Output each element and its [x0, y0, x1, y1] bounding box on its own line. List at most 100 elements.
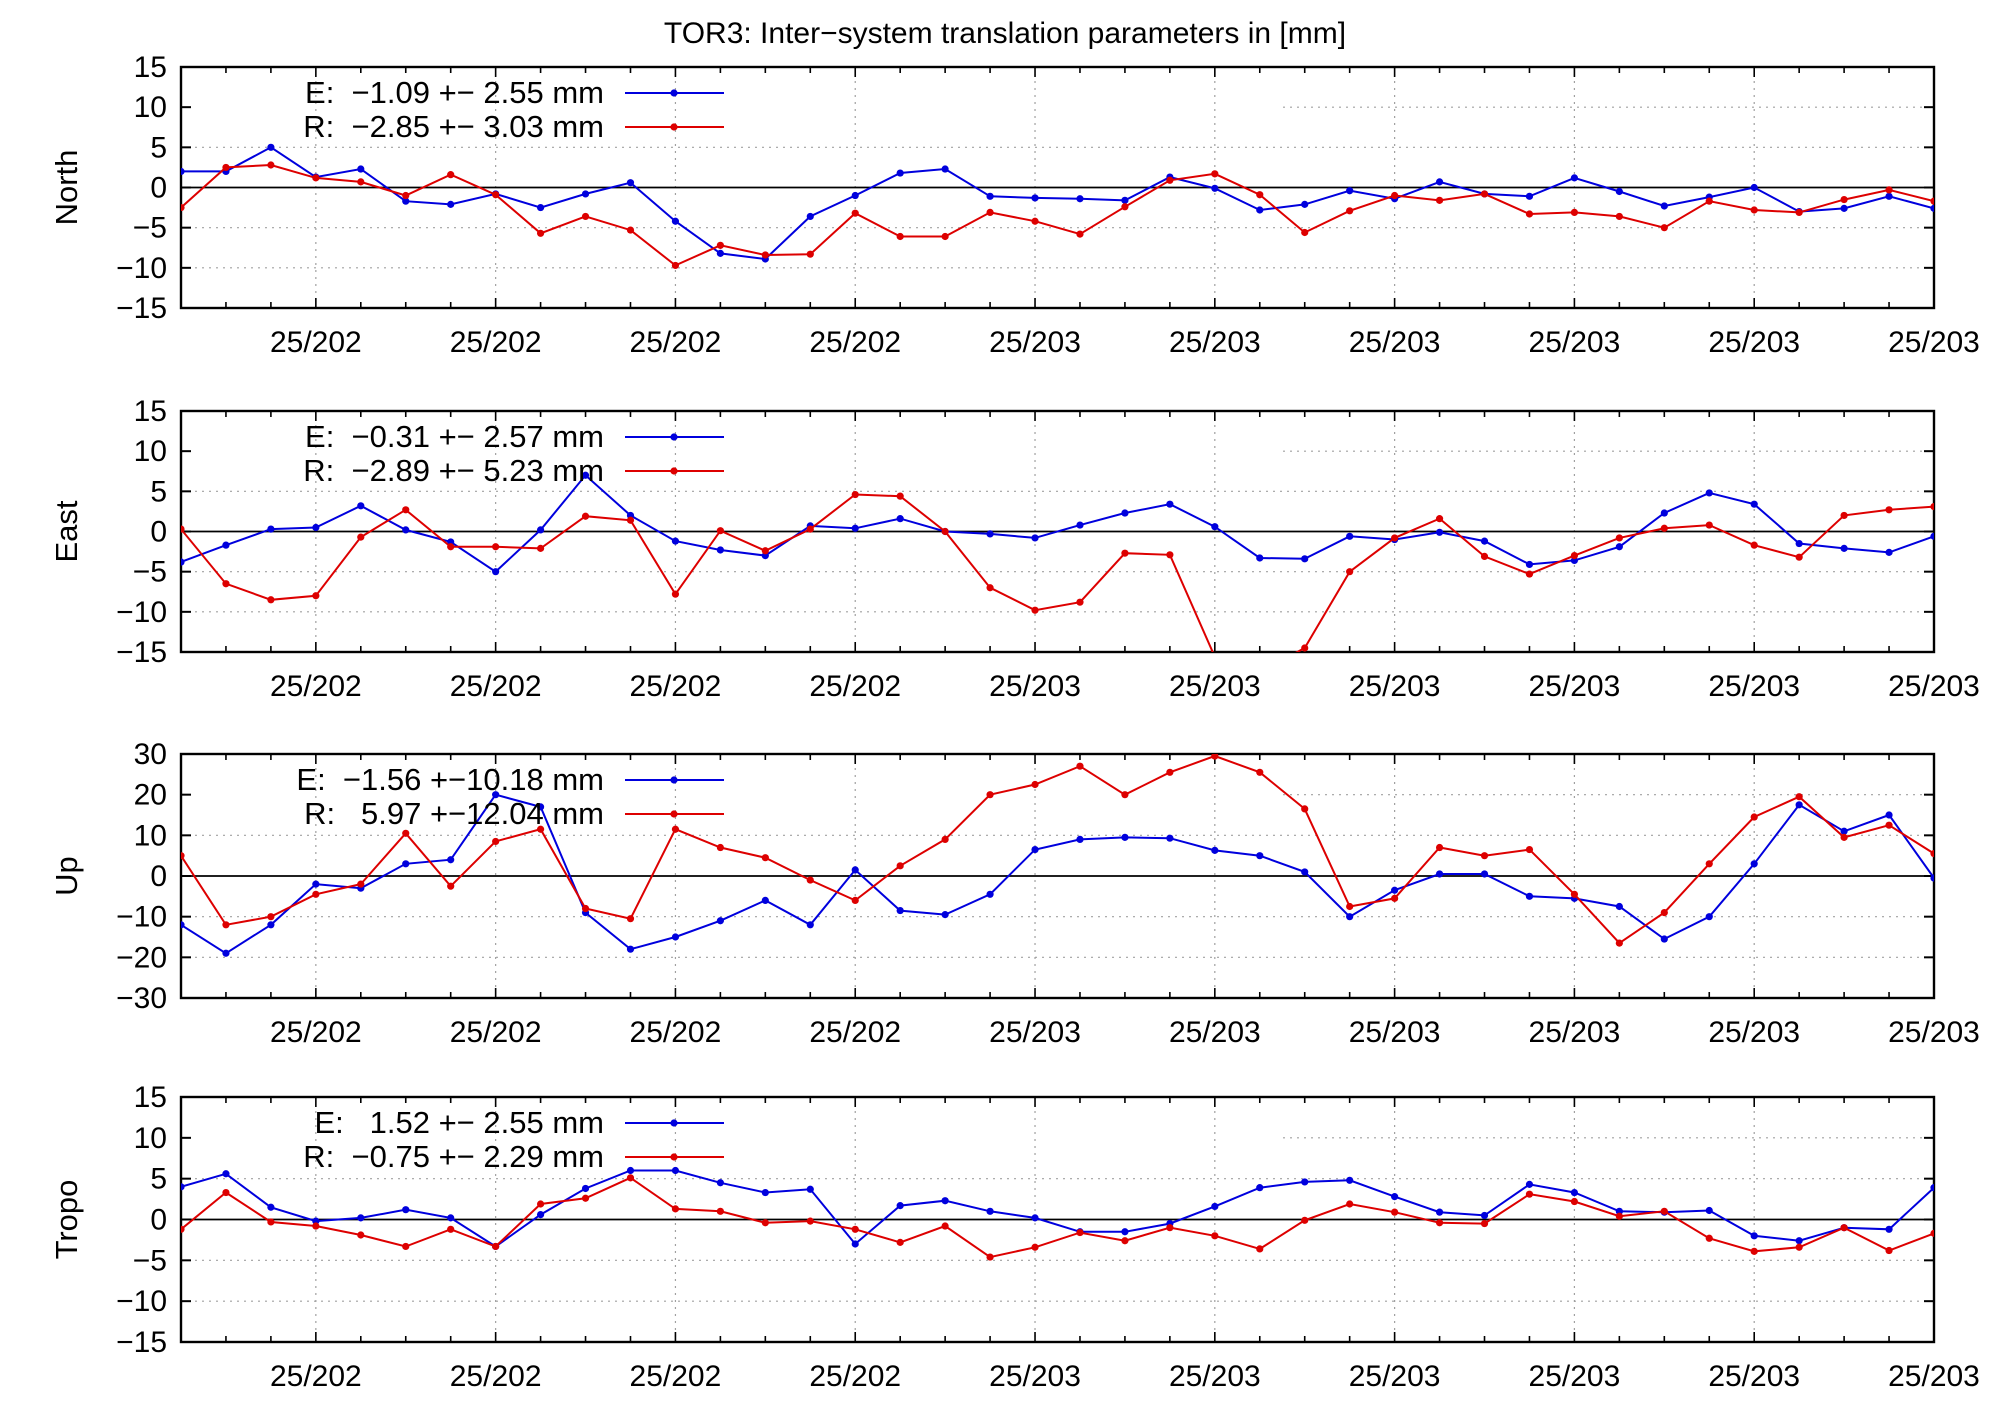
data-point-E: [806, 212, 814, 221]
x-tick-label: 25/203: [1888, 326, 1980, 359]
data-point-E: [1211, 523, 1219, 531]
data-point-E: [536, 526, 545, 534]
data-point-E: [1930, 874, 1934, 882]
data-point-R: [447, 543, 455, 551]
data-point-R: [1031, 780, 1039, 789]
y-tick-label: 20: [134, 779, 167, 812]
x-tick-label: 25/202: [809, 326, 901, 359]
y-tick-label: 30: [134, 738, 167, 771]
data-point-R: [1391, 534, 1399, 542]
data-point-R: [716, 843, 724, 852]
data-point-R: [1525, 210, 1534, 218]
data-point-E: [1346, 187, 1354, 195]
data-point-E: [1256, 206, 1264, 214]
y-axis-label: Up: [49, 856, 84, 896]
data-point-E: [1525, 892, 1534, 900]
data-point-E: [1885, 548, 1893, 556]
data-point-R: [1435, 196, 1444, 204]
data-point-R: [1615, 534, 1623, 542]
y-tick-label: 0: [150, 1204, 167, 1237]
legend-label-E: E: −0.31 +− 2.57 mm: [305, 419, 604, 454]
data-point-E: [1166, 834, 1174, 842]
data-point-E: [1570, 174, 1579, 182]
data-point-R: [1480, 552, 1489, 561]
data-point-E: [1435, 1208, 1444, 1216]
data-point-R: [1750, 1247, 1758, 1255]
data-point-E: [267, 921, 275, 929]
data-point-R: [1885, 506, 1893, 514]
data-point-E: [1031, 845, 1039, 854]
data-point-E: [1211, 184, 1219, 192]
data-point-R: [312, 174, 320, 182]
y-tick-label: −10: [116, 252, 167, 285]
y-tick-label: 0: [150, 172, 167, 205]
data-point-E: [626, 945, 635, 953]
panel-up: 30 20 10 0 −10 −20 −30 25/202 25/202 25/202 25/202…: [49, 738, 1980, 1049]
data-point-R: [1076, 598, 1084, 606]
data-point-R: [1660, 524, 1668, 532]
data-point-E: [986, 192, 994, 200]
data-point-R: [267, 913, 275, 921]
data-point-E: [402, 860, 410, 868]
data-point-R: [1570, 208, 1579, 217]
y-axis-label: East: [49, 500, 84, 562]
data-point-E: [1750, 1232, 1758, 1240]
data-point-E: [1391, 1193, 1399, 1201]
data-point-R: [1076, 1228, 1084, 1237]
data-point-R: [806, 1217, 814, 1225]
data-point-E: [986, 890, 994, 898]
x-tick-label: 25/203: [1169, 670, 1261, 703]
panel-tropo: 15 10 5 0 −5 −10 −15 25/202 25/202 25/202 25/202 25…: [49, 1081, 1980, 1393]
x-tick-label: 25/203: [1708, 1016, 1800, 1049]
data-point-R: [1885, 186, 1893, 194]
legend-label-E: E: 1.52 +− 2.55 mm: [315, 1105, 605, 1140]
data-point-E: [716, 546, 724, 554]
x-tick-label: 25/203: [1888, 670, 1980, 703]
data-point-R: [761, 854, 769, 862]
data-point-R: [1660, 909, 1668, 917]
data-point-E: [1480, 1211, 1489, 1220]
data-point-E: [402, 526, 410, 534]
y-tick-label: −5: [133, 1244, 167, 1277]
data-point-R: [492, 837, 500, 846]
data-point-E: [1435, 528, 1444, 536]
data-point-E: [181, 1183, 185, 1191]
data-point-E: [1930, 532, 1934, 540]
data-point-E: [1930, 1184, 1934, 1192]
legend-label-E: E: −1.09 +− 2.55 mm: [305, 75, 604, 110]
y-tick-label: −5: [133, 556, 167, 589]
data-point-E: [1076, 195, 1084, 203]
x-tick-label: 25/203: [1349, 1016, 1441, 1049]
data-point-E: [447, 1214, 455, 1222]
data-point-R: [1435, 843, 1444, 852]
data-point-R: [222, 921, 230, 929]
data-point-R: [1121, 203, 1129, 211]
data-point-R: [1031, 217, 1039, 225]
data-point-E: [761, 1188, 769, 1197]
data-point-R: [896, 862, 904, 870]
data-point-R: [1391, 191, 1399, 200]
data-point-R: [1211, 1232, 1219, 1240]
data-point-R: [1166, 1224, 1174, 1232]
data-point-E: [1121, 833, 1129, 841]
y-tick-label: 10: [134, 1122, 167, 1155]
data-point-E: [402, 197, 410, 205]
y-tick-label: −5: [133, 212, 167, 245]
data-point-R: [671, 590, 680, 598]
data-point-E: [581, 471, 590, 479]
data-point-E: [1570, 1188, 1579, 1197]
data-point-R: [402, 191, 410, 200]
data-point-R: [1346, 902, 1354, 911]
data-point-R: [1301, 805, 1309, 813]
x-tick-label: 25/203: [989, 670, 1081, 703]
data-point-E: [671, 217, 680, 225]
data-point-E: [1795, 539, 1803, 548]
data-point-E: [1435, 178, 1444, 186]
x-tick-label: 25/202: [809, 1016, 901, 1049]
data-point-E: [626, 1166, 635, 1175]
data-point-R: [671, 1205, 680, 1213]
data-point-R: [1795, 793, 1803, 801]
data-point-R: [357, 178, 365, 186]
data-point-E: [1211, 1202, 1219, 1211]
data-point-E: [1346, 1176, 1354, 1184]
